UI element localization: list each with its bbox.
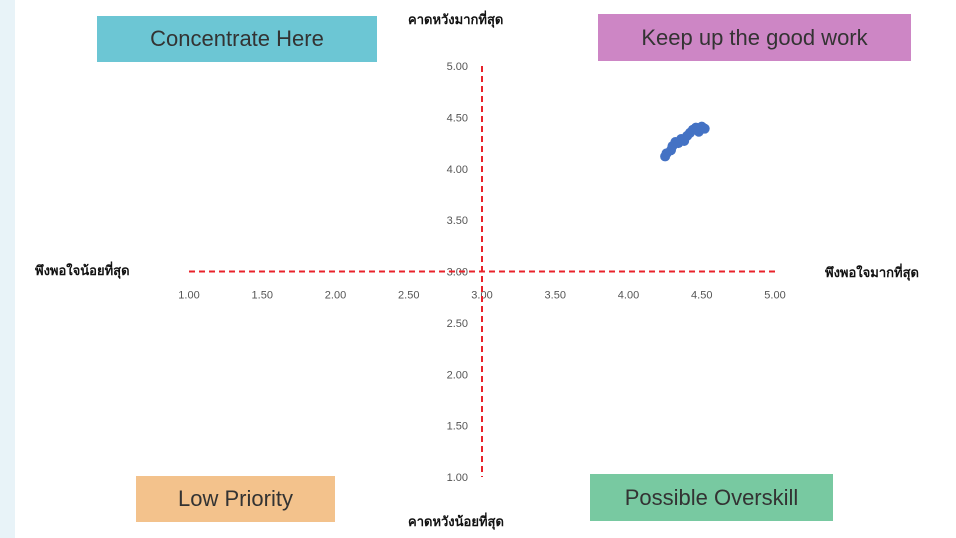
quadrant-possible-overskill: Possible Overskill xyxy=(590,474,833,521)
y-tick-label: 5.00 xyxy=(447,61,468,73)
quadrant-low-priority: Low Priority xyxy=(136,476,335,522)
x-tick-label: 4.50 xyxy=(691,290,712,302)
y-tick-label: 1.00 xyxy=(447,472,468,484)
x-tick-label: 2.50 xyxy=(398,290,419,302)
left-margin-strip xyxy=(0,0,15,538)
x-tick-label: 4.00 xyxy=(618,290,639,302)
quadrant-keep-up-good-work: Keep up the good work xyxy=(598,14,911,61)
quadrant-label: Concentrate Here xyxy=(150,26,324,51)
y-axis-bottom-title: คาดหวังน้อยที่สุด xyxy=(408,515,504,530)
y-tick-label: 2.00 xyxy=(447,369,468,381)
y-tick-label: 4.00 xyxy=(447,164,468,176)
quadrant-label: Keep up the good work xyxy=(641,24,868,50)
y-tick-label: 3.50 xyxy=(447,215,468,227)
quadrant-concentrate-here: Concentrate Here xyxy=(97,16,377,62)
data-point xyxy=(699,123,710,134)
x-tick-label: 2.00 xyxy=(325,290,346,302)
y-axis-top-title: คาดหวังมากที่สุด xyxy=(408,13,504,28)
quadrant-label: Low Priority xyxy=(178,486,293,511)
quadrant-label: Possible Overskill xyxy=(624,484,799,510)
x-tick-label: 3.50 xyxy=(545,290,566,302)
y-tick-label: 2.50 xyxy=(447,318,468,330)
y-tick-label: 1.50 xyxy=(447,421,468,433)
y-tick-label: 3.00 xyxy=(447,267,468,279)
x-tick-label: 1.50 xyxy=(252,290,273,302)
x-tick-label: 1.00 xyxy=(178,290,199,302)
x-axis-left-title: พึงพอใจน้อยที่สุด xyxy=(35,264,130,279)
y-tick-label: 4.50 xyxy=(447,112,468,124)
x-tick-label: 3.00 xyxy=(471,290,492,302)
x-tick-label: 5.00 xyxy=(764,290,785,302)
x-axis-right-title: พึงพอใจมากที่สุด xyxy=(825,266,919,281)
